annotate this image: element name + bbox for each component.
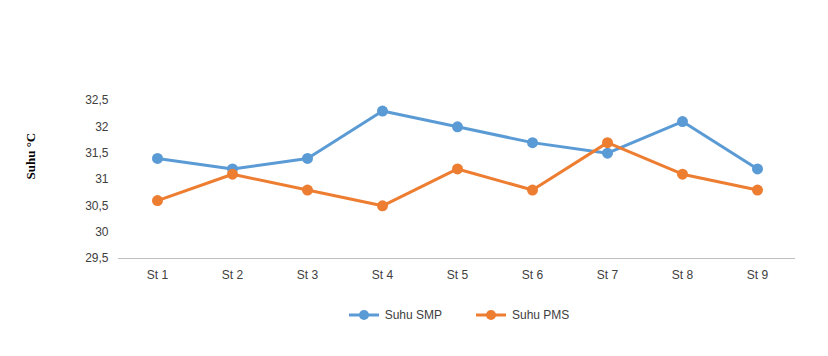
svg-text:St 4: St 4 (372, 268, 394, 282)
svg-text:St 8: St 8 (672, 268, 694, 282)
svg-text:30: 30 (95, 225, 109, 239)
svg-text:St 7: St 7 (597, 268, 619, 282)
svg-text:St 9: St 9 (747, 268, 769, 282)
svg-text:31,5: 31,5 (85, 146, 109, 160)
svg-text:31: 31 (95, 172, 109, 186)
svg-text:30,5: 30,5 (85, 199, 109, 213)
svg-text:St 2: St 2 (222, 268, 244, 282)
svg-text:St 3: St 3 (297, 268, 319, 282)
svg-text:32,5: 32,5 (85, 93, 109, 107)
svg-text:Suhu °C: Suhu °C (23, 133, 38, 180)
html-text:Suhu SMP: Suhu SMP (384, 308, 442, 322)
svg-text:32: 32 (95, 120, 109, 134)
svg-text:St 5: St 5 (447, 268, 469, 282)
html-text:Suhu PMS: Suhu PMS (512, 308, 570, 322)
svg-text:29,5: 29,5 (85, 251, 109, 265)
svg-text:St 6: St 6 (522, 268, 544, 282)
svg-text:St 1: St 1 (147, 268, 169, 282)
